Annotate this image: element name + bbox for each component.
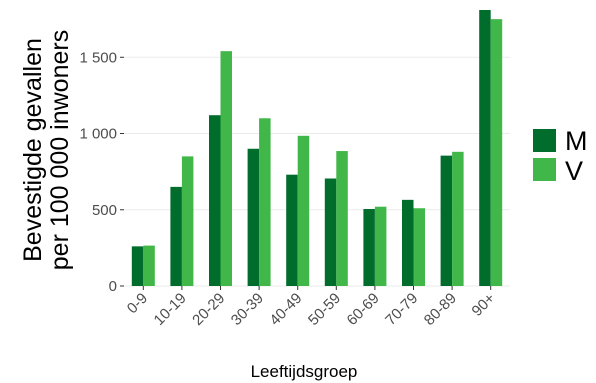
legend: M V (533, 126, 588, 186)
bar-v-70-79 (414, 208, 426, 286)
bar-v-0-9 (143, 246, 155, 286)
x-tick-label: 40-49 (266, 290, 305, 329)
bar-m-30-39 (248, 149, 260, 286)
bar-m-40-49 (286, 175, 298, 286)
x-tick-label: 10-19 (151, 290, 190, 329)
bar-m-10-19 (170, 187, 182, 286)
x-tick-label: 80-89 (421, 290, 460, 329)
bar-m-50-59 (325, 178, 337, 286)
bar-m-70-79 (402, 200, 414, 286)
bar-v-60-69 (375, 207, 387, 286)
bar-v-90+ (491, 19, 503, 286)
x-tick-label: 50-59 (305, 290, 344, 329)
y-axis-title-line-2: per 100 000 inwoners (46, 30, 74, 270)
legend-swatch-m (533, 129, 556, 152)
bars (132, 10, 502, 286)
x-tick-label: 30-39 (228, 290, 267, 329)
x-axis-ticks: 0-9 10-19 20-29 30-39 40-49 50-59 60-69 70-79 80… (124, 286, 499, 329)
bar-m-90+ (479, 10, 491, 286)
bar-m-20-29 (209, 115, 221, 286)
bar-v-80-89 (452, 152, 464, 286)
y-axis-title-line-1: Bevestigde gevallen (19, 38, 47, 262)
y-tick-label: 1 000 (79, 126, 117, 143)
bar-v-50-59 (336, 151, 348, 286)
x-tick-label: 70-79 (382, 290, 421, 329)
bar-m-80-89 (441, 156, 453, 286)
bar-v-10-19 (182, 156, 194, 286)
bar-v-20-29 (221, 51, 233, 286)
y-tick-label: 500 (92, 202, 117, 219)
legend-label-v: V (565, 156, 583, 186)
y-axis-title: Bevestigde gevallen per 100 000 inwoners (19, 30, 74, 270)
x-tick-label: 20-29 (189, 290, 228, 329)
y-tick-label: 1 500 (79, 49, 117, 66)
x-tick-label: 90+ (469, 290, 499, 320)
bar-v-40-49 (298, 136, 310, 286)
y-tick-label: 0 (109, 278, 117, 295)
legend-label-m: M (565, 126, 588, 156)
y-axis-ticks: 0 500 1 000 1 500 (79, 49, 124, 295)
x-axis-title: Leeftijdsgroep (251, 362, 358, 381)
bar-m-0-9 (132, 246, 144, 286)
x-tick-label: 0-9 (124, 290, 151, 317)
bar-m-60-69 (363, 209, 375, 286)
x-tick-label: 60-69 (344, 290, 383, 329)
legend-swatch-v (533, 158, 556, 181)
bar-v-30-39 (259, 118, 271, 286)
